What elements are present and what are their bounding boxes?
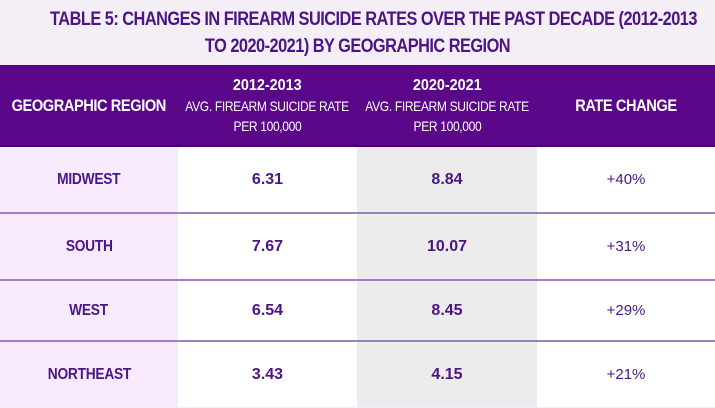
header-unit: PER 100,000 xyxy=(413,118,481,134)
rate-change-cell: +40% xyxy=(537,147,715,212)
region-name: MIDWEST xyxy=(57,170,121,188)
header-unit: PER 100,000 xyxy=(233,118,302,134)
rate-2020-2021-cell: 4.15 xyxy=(357,342,537,407)
table-header-row: GEOGRAPHIC REGION 2012-2013 AVG. FIREARM… xyxy=(0,65,715,147)
rate-2012-2013-cell: 6.31 xyxy=(178,147,357,212)
table-title-line-1: TABLE 5: CHANGES IN FIREARM SUICIDE RATE… xyxy=(50,9,697,30)
header-subtitle: AVG. FIREARM SUICIDE RATE xyxy=(365,98,529,114)
table-row-south: SOUTH 7.67 10.07 +31% xyxy=(0,214,715,281)
table-title: TABLE 5: CHANGES IN FIREARM SUICIDE RATE… xyxy=(50,6,697,60)
rate-change-cell: +31% xyxy=(537,214,715,279)
header-geographic-region: GEOGRAPHIC REGION xyxy=(0,66,178,145)
header-year: 2020-2021 xyxy=(412,77,482,94)
rate-change-cell: +29% xyxy=(537,281,715,340)
rate-2020-2021-cell: 8.84 xyxy=(357,147,537,212)
table-row-northeast: NORTHEAST 3.43 4.15 +21% xyxy=(0,342,715,407)
rate-2012-2013-cell: 3.43 xyxy=(178,342,357,407)
header-year: 2012-2013 xyxy=(233,77,302,94)
rate-2012-2013-cell: 6.54 xyxy=(178,281,357,340)
header-label: GEOGRAPHIC REGION xyxy=(11,95,167,115)
header-label: RATE CHANGE xyxy=(575,95,677,115)
table-row-midwest: MIDWEST 6.31 8.84 +40% xyxy=(0,147,715,214)
region-name: SOUTH xyxy=(65,237,113,255)
header-2012-2013-rate: 2012-2013 AVG. FIREARM SUICIDE RATE PER … xyxy=(178,66,357,145)
rate-2020-2021-cell: 10.07 xyxy=(357,214,537,279)
rate-2012-2013-cell: 7.67 xyxy=(178,214,357,279)
firearm-suicide-rates-table: GEOGRAPHIC REGION 2012-2013 AVG. FIREARM… xyxy=(0,65,715,407)
region-cell: SOUTH xyxy=(0,214,178,279)
table-row-west: WEST 6.54 8.45 +29% xyxy=(0,281,715,342)
header-rate-change: RATE CHANGE xyxy=(537,66,715,145)
rate-change-cell: +21% xyxy=(537,342,715,407)
region-name: NORTHEAST xyxy=(47,365,131,383)
rate-2020-2021-cell: 8.45 xyxy=(357,281,537,340)
region-name: WEST xyxy=(69,301,109,319)
region-cell: WEST xyxy=(0,281,178,340)
region-cell: NORTHEAST xyxy=(0,342,178,407)
header-subtitle: AVG. FIREARM SUICIDE RATE xyxy=(185,98,350,114)
table-title-line-2: TO 2020-2021) BY GEOGRAPHIC REGION xyxy=(204,36,511,57)
region-cell: MIDWEST xyxy=(0,147,178,212)
header-2020-2021-rate: 2020-2021 AVG. FIREARM SUICIDE RATE PER … xyxy=(357,66,537,145)
